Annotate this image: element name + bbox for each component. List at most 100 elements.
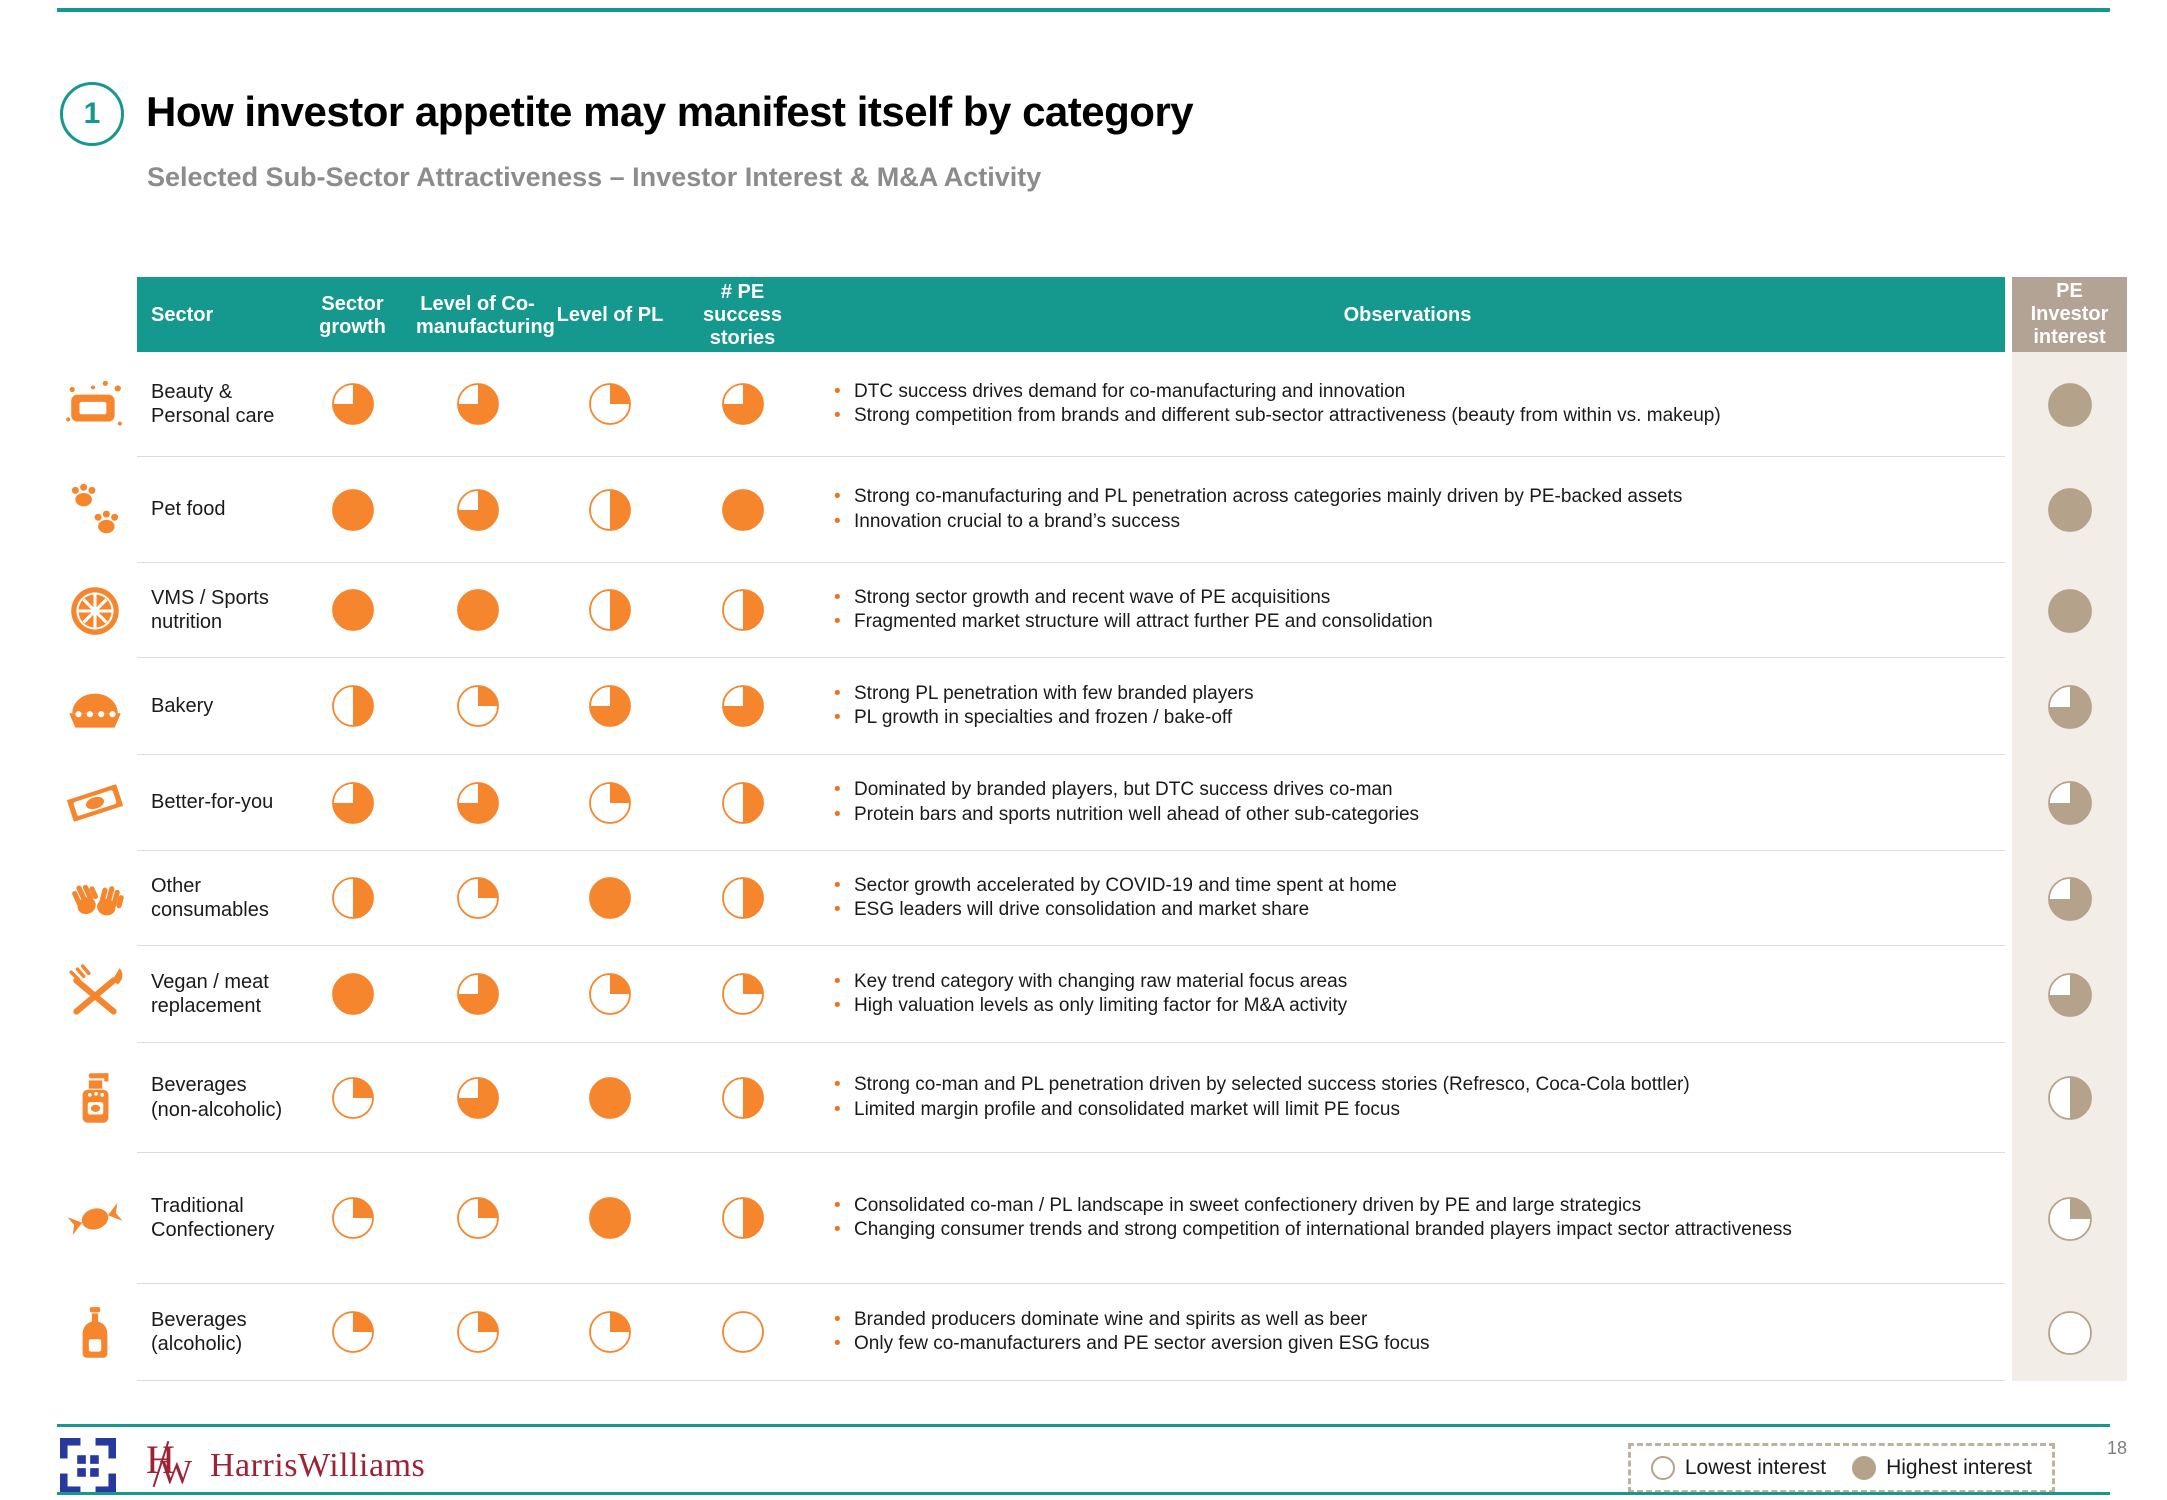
- harvey-ball-cell: [295, 1076, 410, 1120]
- observation-item: Changing consumer trends and strong comp…: [828, 1219, 1993, 1242]
- sector-table: Sector Sector growth Level of Co-manufac…: [52, 277, 2127, 1381]
- harvey-ball-cell: [295, 781, 410, 825]
- paw-icon: [71, 483, 118, 534]
- column-header-pl: Level of PL: [556, 304, 664, 326]
- page-title: How investor appetite may manifest itsel…: [146, 88, 1194, 135]
- harvey-ball: [331, 685, 374, 727]
- observation-item: Sector growth accelerated by COVID-19 an…: [828, 875, 1993, 898]
- pe-interest-cell: [2012, 1284, 2127, 1381]
- harvey-ball-cell: [675, 972, 810, 1016]
- harvey-ball-cell: [295, 972, 410, 1016]
- harvey-ball: [331, 1311, 374, 1353]
- footer-separator-rule: [57, 1424, 2110, 1427]
- observations-cell: Strong sector growth and recent wave of …: [810, 577, 2005, 644]
- harvey-ball: [2047, 488, 2092, 532]
- observations-cell: Strong co-man and PL penetration driven …: [810, 1064, 2005, 1131]
- harvey-ball: [2047, 1076, 2092, 1120]
- harvey-ball: [589, 1311, 631, 1353]
- sector-name: Bakery: [151, 694, 214, 717]
- harvey-ball-cell: [410, 1196, 545, 1240]
- harvey-ball: [721, 383, 764, 425]
- harvey-ball-cell: [545, 876, 675, 920]
- harvey-ball-cell: [675, 1310, 810, 1354]
- harvey-ball: [456, 1076, 499, 1119]
- observation-item: Fragmented market structure will attract…: [828, 611, 1993, 634]
- pe-interest-cell: [2012, 946, 2127, 1043]
- harvey-ball-cell: [545, 1310, 675, 1354]
- harvey-ball: [456, 781, 499, 824]
- harvey-ball-cell: [410, 588, 545, 632]
- cutlery-icon: [68, 963, 122, 1015]
- harvey-ball-cell: [410, 781, 545, 825]
- harvey-ball-cell: [545, 684, 675, 728]
- harvey-ball-cell: [545, 1196, 675, 1240]
- observations-cell: DTC success drives demand for co-manufac…: [810, 371, 2005, 438]
- harvey-ball: [589, 781, 631, 824]
- harvey-ball-cell: [410, 1310, 545, 1354]
- harvey-ball: [589, 589, 631, 631]
- observations-cell: Sector growth accelerated by COVID-19 an…: [810, 865, 2005, 932]
- harvey-ball-cell: [295, 588, 410, 632]
- icon-gutter: [52, 277, 137, 352]
- pe-interest-cell: [2012, 851, 2127, 946]
- harvey-ball: [456, 877, 499, 919]
- sector-name: Better-for-you: [151, 791, 274, 814]
- sector-name: Pet food: [151, 498, 226, 521]
- harvey-ball-cell: [675, 781, 810, 825]
- harvey-ball-cell: [410, 972, 545, 1016]
- harvey-ball: [2047, 1310, 2092, 1355]
- harvey-ball: [721, 1076, 764, 1119]
- step-number: 1: [83, 97, 101, 130]
- harvey-ball: [331, 877, 374, 919]
- pe-interest-cell: [2012, 563, 2127, 658]
- sector-name: Beverages (alcoholic): [151, 1308, 247, 1355]
- harvey-ball: [721, 877, 764, 919]
- observation-item: ESG leaders will drive consolidation and…: [828, 899, 1993, 922]
- harvey-ball: [589, 488, 631, 531]
- observation-item: Branded producers dominate wine and spir…: [828, 1309, 1993, 1332]
- harvey-ball: [331, 488, 374, 531]
- observation-item: Strong co-manufacturing and PL penetrati…: [828, 486, 1993, 509]
- harvey-ball: [456, 1197, 499, 1239]
- sector-name: Other consumables: [151, 874, 269, 921]
- table-row: VMS / Sports nutrition Strong sector grow…: [52, 563, 2127, 658]
- harvey-ball-cell: [410, 488, 545, 532]
- harvey-ball: [456, 685, 499, 727]
- column-header-pe-stories: # PE success stories: [703, 281, 782, 349]
- harvey-ball: [589, 685, 631, 727]
- harvey-ball-cell: [295, 876, 410, 920]
- full-ball-icon: [1852, 1456, 1877, 1480]
- pump-bottle-icon: [82, 1073, 108, 1123]
- harvey-ball-cell: [295, 382, 410, 426]
- page-subtitle: Selected Sub-Sector Attractiveness – Inv…: [147, 162, 1042, 192]
- column-header-pe-interest: PE Investor interest: [2012, 277, 2127, 352]
- table-body: Beauty & Personal care DTC success drives…: [52, 352, 2127, 1381]
- column-header-observations: Observations: [1343, 304, 1472, 326]
- step-number-badge: 1: [60, 82, 124, 146]
- harvey-ball-cell: [675, 1076, 810, 1120]
- pe-interest-cell: [2012, 1153, 2127, 1284]
- legend-highest-label: Highest interest: [1886, 1456, 2032, 1479]
- citrus-icon: [70, 586, 119, 635]
- observation-item: Key trend category with changing raw mat…: [828, 971, 1993, 994]
- harvey-ball: [2047, 588, 2092, 633]
- pe-interest-cell: [2012, 457, 2127, 563]
- harvey-ball-cell: [675, 588, 810, 632]
- harvey-ball: [2047, 972, 2092, 1017]
- harvey-ball: [589, 877, 631, 919]
- harvey-ball: [589, 973, 631, 1015]
- pe-interest-cell: [2012, 658, 2127, 755]
- pe-interest-cell: [2012, 352, 2127, 457]
- observation-item: Innovation crucial to a brand’s success: [828, 511, 1993, 534]
- pie-icon: [68, 693, 121, 728]
- harvey-ball-cell: [410, 382, 545, 426]
- harvey-ball-cell: [675, 876, 810, 920]
- harvey-ball: [721, 1197, 764, 1239]
- harvey-ball: [721, 1311, 764, 1353]
- bottle-icon: [82, 1306, 107, 1358]
- observations-cell: Branded producers dominate wine and spir…: [810, 1299, 2005, 1366]
- harvey-ball-cell: [675, 1196, 810, 1240]
- harvey-ball: [456, 589, 499, 631]
- bottom-rule: [57, 1492, 2110, 1495]
- harvey-ball: [721, 589, 764, 631]
